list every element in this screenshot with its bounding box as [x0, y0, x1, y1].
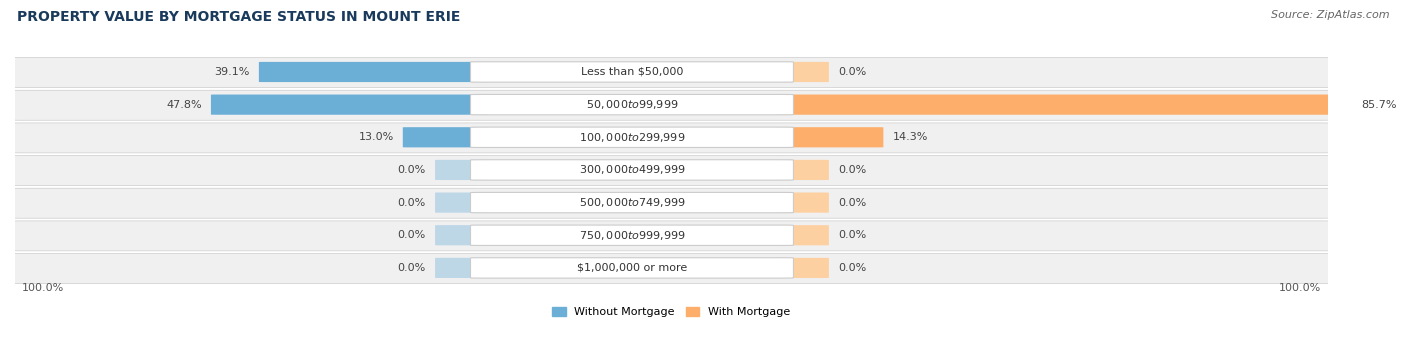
Text: 0.0%: 0.0%: [398, 230, 426, 240]
Text: 14.3%: 14.3%: [893, 132, 928, 142]
FancyBboxPatch shape: [8, 254, 1334, 284]
Text: 0.0%: 0.0%: [838, 263, 866, 273]
Text: 0.0%: 0.0%: [398, 165, 426, 175]
Text: 47.8%: 47.8%: [166, 100, 201, 109]
FancyBboxPatch shape: [434, 160, 488, 180]
FancyBboxPatch shape: [8, 90, 1334, 120]
Text: 0.0%: 0.0%: [838, 198, 866, 208]
FancyBboxPatch shape: [471, 95, 793, 115]
FancyBboxPatch shape: [211, 95, 488, 115]
FancyBboxPatch shape: [471, 258, 793, 278]
FancyBboxPatch shape: [471, 62, 793, 82]
Text: $100,000 to $299,999: $100,000 to $299,999: [579, 131, 685, 144]
FancyBboxPatch shape: [776, 225, 830, 245]
FancyBboxPatch shape: [434, 192, 488, 213]
FancyBboxPatch shape: [471, 225, 793, 245]
FancyBboxPatch shape: [471, 160, 793, 180]
Text: Source: ZipAtlas.com: Source: ZipAtlas.com: [1271, 10, 1389, 20]
Text: 100.0%: 100.0%: [1279, 283, 1322, 293]
FancyBboxPatch shape: [471, 192, 793, 213]
Text: 100.0%: 100.0%: [21, 283, 63, 293]
FancyBboxPatch shape: [8, 221, 1334, 251]
FancyBboxPatch shape: [471, 127, 793, 148]
Text: $50,000 to $99,999: $50,000 to $99,999: [586, 98, 678, 111]
Text: 85.7%: 85.7%: [1361, 100, 1396, 109]
FancyBboxPatch shape: [8, 57, 1334, 88]
FancyBboxPatch shape: [8, 156, 1334, 186]
Text: 0.0%: 0.0%: [838, 165, 866, 175]
Legend: Without Mortgage, With Mortgage: Without Mortgage, With Mortgage: [548, 302, 794, 321]
FancyBboxPatch shape: [434, 258, 488, 278]
Text: 39.1%: 39.1%: [214, 67, 250, 77]
FancyBboxPatch shape: [776, 192, 830, 213]
Text: PROPERTY VALUE BY MORTGAGE STATUS IN MOUNT ERIE: PROPERTY VALUE BY MORTGAGE STATUS IN MOU…: [17, 10, 460, 24]
Text: 13.0%: 13.0%: [359, 132, 394, 142]
Text: $750,000 to $999,999: $750,000 to $999,999: [579, 229, 685, 242]
FancyBboxPatch shape: [776, 160, 830, 180]
Text: $300,000 to $499,999: $300,000 to $499,999: [579, 164, 685, 176]
Text: 0.0%: 0.0%: [398, 198, 426, 208]
FancyBboxPatch shape: [259, 62, 488, 82]
FancyBboxPatch shape: [776, 127, 883, 147]
Text: $1,000,000 or more: $1,000,000 or more: [576, 263, 688, 273]
FancyBboxPatch shape: [402, 127, 488, 147]
FancyBboxPatch shape: [8, 188, 1334, 218]
FancyBboxPatch shape: [776, 95, 1353, 115]
Text: Less than $50,000: Less than $50,000: [581, 67, 683, 77]
Text: 0.0%: 0.0%: [838, 230, 866, 240]
Text: $500,000 to $749,999: $500,000 to $749,999: [579, 196, 685, 209]
Text: 0.0%: 0.0%: [838, 67, 866, 77]
FancyBboxPatch shape: [776, 62, 830, 82]
FancyBboxPatch shape: [8, 123, 1334, 153]
Text: 0.0%: 0.0%: [398, 263, 426, 273]
FancyBboxPatch shape: [434, 225, 488, 245]
FancyBboxPatch shape: [776, 258, 830, 278]
